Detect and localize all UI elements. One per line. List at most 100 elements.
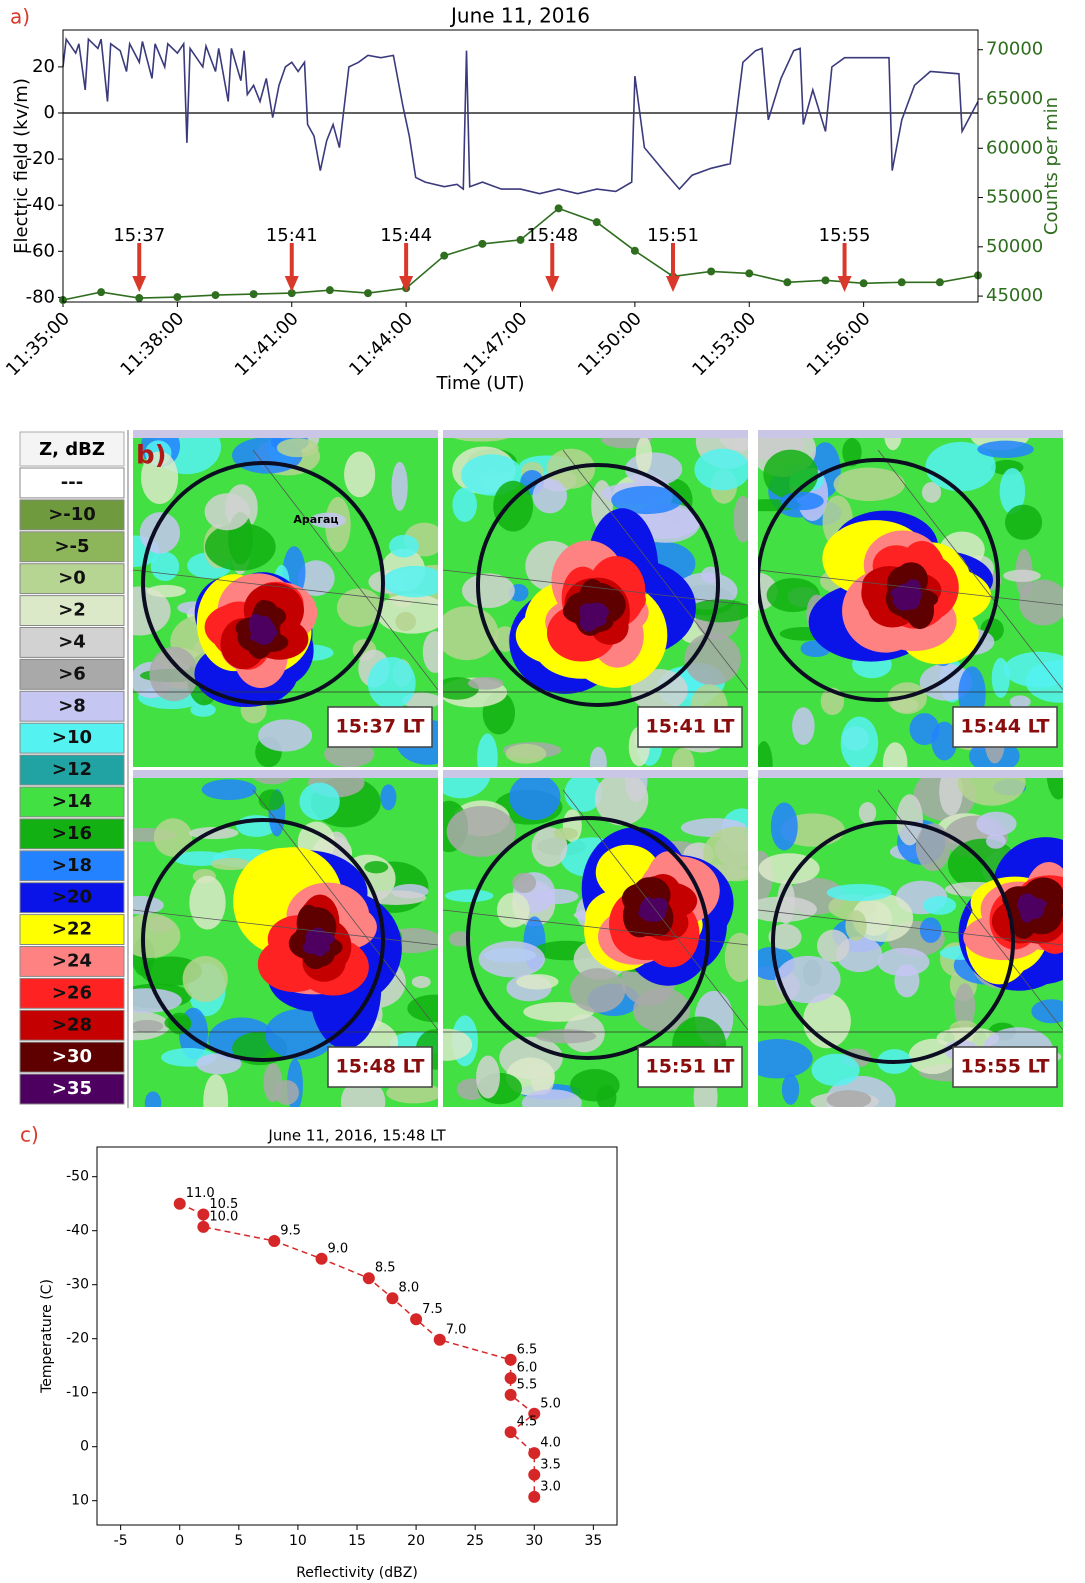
radar-echo	[845, 910, 867, 942]
x-tick-label: 11:53:00	[688, 308, 760, 380]
point-label: 3.5	[540, 1457, 561, 1472]
panel-label: a)	[10, 5, 30, 29]
point-label: 5.0	[540, 1396, 561, 1411]
radar-echo	[386, 1082, 438, 1104]
point-label: 9.5	[280, 1223, 301, 1238]
radar-echo	[694, 448, 748, 491]
legend-label: >12	[52, 759, 92, 780]
frame-header	[758, 430, 1063, 438]
radar-echo	[921, 482, 942, 503]
radar-echo	[367, 656, 416, 710]
radar-echo	[512, 872, 537, 893]
point	[935, 278, 944, 287]
legend-label: >-5	[54, 536, 89, 557]
radar-echo	[446, 805, 516, 857]
radar-echo	[1031, 999, 1063, 1024]
point-label: 6.0	[517, 1361, 538, 1376]
annotation: 15:37	[113, 225, 165, 246]
point	[504, 1388, 517, 1401]
legend-label: >20	[52, 887, 92, 908]
map-line	[133, 909, 438, 946]
radar-echo	[896, 794, 923, 846]
annotation-arrowhead	[284, 276, 299, 292]
y-tick-label: -50	[66, 1169, 89, 1185]
frame-time: 15:48 LT	[335, 1056, 424, 1078]
point	[528, 1447, 541, 1460]
radar-echo	[766, 577, 820, 613]
radar-echo	[1003, 651, 1063, 688]
series-line	[62, 207, 979, 301]
radar-frame: 15:37 LT	[133, 430, 438, 767]
radar-echo	[382, 565, 438, 598]
radar-echo	[210, 857, 251, 871]
point-label: 11.0	[186, 1186, 215, 1201]
radar-echo	[1003, 569, 1041, 582]
point	[287, 289, 296, 298]
radar-echo	[833, 467, 905, 502]
radar-echo	[811, 1053, 860, 1087]
frame-time: 15:51 LT	[645, 1056, 734, 1078]
radar-frame: 15:51 LT	[443, 770, 748, 1107]
range-circle	[758, 458, 1000, 702]
map-line	[252, 449, 438, 691]
legend-swatch	[19, 627, 125, 658]
radar-echo	[758, 896, 817, 923]
radar-echo	[452, 487, 477, 522]
x-tick-label: 11:35:00	[2, 308, 74, 380]
legend-swatch	[19, 946, 125, 977]
point	[440, 251, 449, 260]
legend-swatch	[19, 914, 125, 945]
point	[325, 286, 334, 295]
point	[821, 276, 830, 285]
point-label: 6.5	[517, 1342, 538, 1357]
radar-echo	[146, 584, 186, 598]
radar-echo	[781, 1074, 800, 1105]
y-tick-label: -20	[26, 148, 55, 169]
radar-core	[313, 940, 327, 957]
radar-echo	[671, 747, 695, 767]
radar-echo	[724, 932, 748, 982]
point-label: 3.0	[540, 1479, 561, 1494]
legend-swatch	[19, 499, 125, 531]
legend-header	[19, 431, 125, 467]
point	[707, 267, 716, 276]
frame-header	[758, 770, 1063, 778]
radar-echo	[792, 707, 815, 745]
point	[783, 278, 792, 287]
radar-echo	[448, 931, 471, 947]
radar-echo	[684, 632, 741, 686]
radar-core	[580, 603, 594, 614]
radar-echo	[309, 512, 347, 528]
radar-echo	[976, 811, 1017, 836]
radar-echo	[826, 883, 892, 902]
point	[433, 1333, 446, 1346]
radar-echo	[922, 896, 957, 915]
radar-echo	[203, 1074, 229, 1107]
y-tick-label: 0	[80, 1439, 89, 1455]
y-tick-label: 20	[32, 56, 55, 77]
radar-echo	[182, 956, 228, 1002]
radar-core	[588, 609, 606, 626]
chart-title: June 11, 2016	[449, 4, 590, 28]
radar-echo	[364, 861, 389, 874]
radar-echo	[388, 534, 419, 558]
x-axis-label: Reflectivity (dBZ)	[296, 1565, 418, 1581]
time-box	[327, 706, 433, 748]
radar-echo	[476, 1055, 500, 1099]
radar-echo	[505, 743, 547, 764]
legend-swatch	[19, 531, 125, 563]
radar-echo	[840, 716, 879, 767]
radar-echo	[509, 774, 561, 821]
x-tick-label: 0	[175, 1533, 184, 1549]
x-tick-label: 11:38:00	[116, 308, 188, 380]
y-tick-label: -40	[66, 1223, 89, 1239]
range-circle	[141, 461, 385, 705]
radar-echo	[445, 889, 494, 903]
point	[249, 290, 258, 299]
radar-core	[900, 589, 914, 611]
radar-echo	[826, 1090, 872, 1107]
frame-header	[443, 770, 748, 778]
radar-echo	[297, 560, 335, 597]
map-line	[562, 449, 748, 691]
